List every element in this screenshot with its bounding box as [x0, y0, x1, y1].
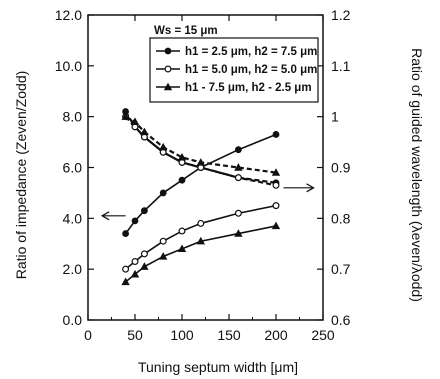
legend-label: h1 = 2.5 μm, h2 = 7.5 μm: [185, 46, 317, 58]
y-right-tick-label: 1.1: [331, 58, 351, 74]
data-point: [177, 153, 187, 161]
y-left-tick-label: 0.0: [63, 312, 83, 328]
data-point: [130, 117, 140, 125]
data-point: [234, 174, 242, 182]
y-right-tick-label: 0.9: [331, 160, 351, 176]
arrow-right-axis: [283, 183, 315, 193]
x-tick-label: 150: [217, 327, 241, 343]
data-point: [140, 250, 148, 258]
data-point: [272, 181, 280, 189]
data-point: [271, 221, 281, 230]
y-left-tick-label: 2.0: [63, 261, 83, 277]
series-layer: [121, 108, 281, 286]
x-axis-title: Tuning septum width [μm]: [138, 359, 298, 375]
y-axis-left-title: Ratio of impedance (Zeven/Zodd): [13, 71, 29, 280]
data-point: [234, 209, 242, 217]
annotation-layer: [100, 183, 315, 221]
ticks-layer: 0 50 100 150 200 250 0.0 2.0 4.0 6.0 8.0 10.0 12.0 0.…: [55, 7, 351, 343]
y-left-tick-label: 12.0: [55, 7, 82, 23]
data-point: [196, 158, 205, 166]
x-tick-label: 50: [127, 327, 143, 343]
y-right-tick-label: 1: [331, 109, 339, 125]
legend-box: [149, 37, 319, 103]
data-point: [141, 207, 148, 215]
y-left-tick-label: 6.0: [63, 160, 83, 176]
data-point: [235, 146, 242, 154]
data-point: [272, 131, 280, 138]
y-left-tick-label: 10.0: [55, 58, 82, 74]
data-point: [159, 252, 168, 260]
series-line-4: [124, 115, 277, 187]
x-tick-label: 200: [264, 327, 288, 343]
series-line-3: [124, 111, 277, 184]
legend-marker: [164, 47, 172, 55]
legend-marker: [163, 82, 173, 91]
legend-layer: Ws = 15 μm h1 = 2.5 μm, h2 = 7.5 μm h1 = 5…: [149, 25, 319, 103]
y-right-tick-label: 1.2: [331, 7, 351, 23]
data-point: [234, 163, 243, 171]
data-point: [197, 219, 205, 227]
data-point: [272, 202, 280, 210]
y-right-tick-label: 0.8: [331, 210, 351, 226]
y-left-tick-label: 4.0: [63, 210, 83, 226]
y-right-tick-label: 0.6: [331, 312, 351, 328]
data-point: [196, 236, 205, 245]
series-2: [121, 221, 281, 286]
y-axis-right-title: Ratio of guided wavelength (λeven/λodd): [409, 48, 425, 302]
x-tick-label: 0: [84, 327, 92, 343]
data-point: [131, 258, 139, 266]
data-point: [122, 265, 130, 273]
series-line-2: [125, 225, 277, 283]
data-point: [121, 112, 130, 120]
data-point: [130, 269, 140, 278]
series-3: [122, 108, 280, 187]
legend-label: h1 = 5.0 μm, h2 = 5.0 μm: [185, 64, 317, 76]
data-point: [140, 262, 149, 270]
legend-title: Ws = 15 μm: [154, 25, 218, 37]
series-5: [121, 112, 281, 176]
series-4: [122, 113, 280, 189]
arrow-left-axis-head: [100, 211, 110, 221]
legend-marker: [164, 65, 172, 73]
data-point: [121, 277, 130, 286]
data-point: [159, 142, 168, 151]
data-point: [122, 230, 129, 237]
arrow-left-axis: [100, 211, 126, 221]
arrow-right-axis-head: [306, 183, 315, 193]
data-point: [177, 244, 187, 253]
data-point: [178, 227, 186, 235]
y-left-tick-label: 8.0: [63, 109, 83, 125]
series-1: [122, 202, 280, 273]
data-point: [131, 217, 139, 225]
data-point: [234, 229, 243, 237]
data-point: [271, 168, 281, 176]
series-0: [122, 131, 280, 237]
x-tick-label: 250: [311, 327, 335, 343]
legend-label: h1 - 7.5 μm, h2 - 2.5 μm: [185, 82, 312, 94]
data-point: [178, 176, 186, 184]
series-line-0: [124, 133, 277, 235]
data-point: [159, 189, 167, 197]
x-tick-label: 100: [170, 327, 194, 343]
y-right-tick-label: 0.7: [331, 261, 351, 277]
data-point: [159, 237, 167, 245]
data-point: [140, 127, 149, 136]
